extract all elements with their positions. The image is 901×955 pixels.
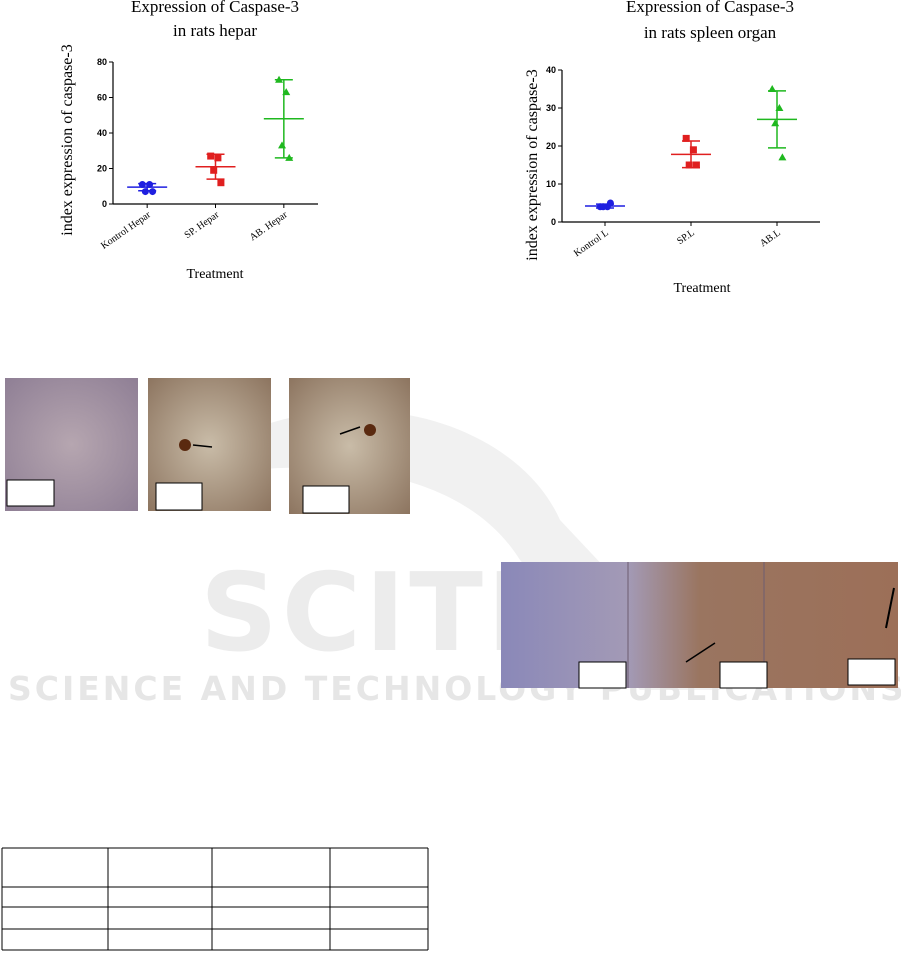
label-box	[6, 479, 55, 507]
arrow	[685, 642, 716, 663]
y-tick-label: 20	[546, 141, 556, 151]
point	[214, 154, 222, 162]
point	[771, 119, 780, 127]
chart-title: Expression of Caspase-3	[626, 0, 794, 16]
y-tick-label: 20	[97, 164, 107, 174]
y-tick-label: 0	[102, 199, 107, 209]
spleen-micrographs	[501, 562, 898, 689]
point	[138, 180, 146, 188]
y-tick-label: 80	[97, 57, 107, 67]
point	[285, 153, 294, 161]
x-tick-label: SP. Hepar	[183, 209, 222, 241]
y-axis-label: index expression of caspase-3	[524, 69, 541, 261]
point	[599, 203, 607, 211]
label-box	[578, 661, 627, 689]
hepar-micrographs	[5, 378, 410, 514]
y-tick-label: 60	[97, 93, 107, 103]
x-tick-label: Kontrol L	[572, 227, 611, 259]
point	[275, 75, 284, 83]
chart-title: Expression of Caspase-3	[131, 0, 299, 16]
point	[210, 166, 218, 174]
arrow	[885, 587, 895, 629]
x-axis-label: Treatment	[186, 267, 243, 282]
y-tick-label: 40	[97, 128, 107, 138]
label-box	[719, 661, 768, 689]
point	[149, 188, 157, 196]
chart: Expression of Caspase-3 in rats spleen or…	[524, 0, 820, 296]
stain	[179, 439, 191, 451]
point	[606, 199, 614, 207]
point	[685, 161, 693, 169]
stain	[364, 424, 376, 436]
point	[217, 179, 225, 187]
y-tick-label: 0	[551, 217, 556, 227]
point	[768, 85, 777, 92]
y-tick-label: 30	[546, 103, 556, 113]
x-tick-label: AB. Hepar	[248, 209, 290, 243]
point	[278, 141, 287, 149]
point	[207, 152, 215, 160]
arrow	[339, 426, 361, 435]
micrograph	[501, 562, 898, 688]
table	[1, 847, 429, 951]
point	[775, 104, 784, 111]
x-axis-label: Treatment	[673, 281, 730, 296]
x-tick-label: SP.L	[675, 227, 697, 247]
point	[692, 161, 700, 169]
point	[141, 188, 149, 196]
arrow	[192, 444, 213, 448]
x-tick-label: Kontrol Hepar	[99, 209, 153, 252]
chart: Expression of Caspase-3 in rats hepar inde…	[59, 0, 318, 282]
y-axis-label: index expression of caspase-3	[59, 44, 76, 236]
chart-title: in rats spleen organ	[644, 23, 777, 42]
chart-title: in rats hepar	[173, 21, 257, 40]
y-tick-label: 10	[546, 179, 556, 189]
x-tick-label: AB.L	[758, 227, 783, 249]
point	[282, 88, 291, 96]
point	[146, 180, 154, 188]
label-box	[155, 482, 203, 511]
point	[778, 153, 787, 161]
label-box	[847, 658, 896, 686]
label-box	[302, 485, 350, 514]
y-tick-label: 40	[546, 65, 556, 75]
point	[689, 146, 697, 154]
point	[682, 134, 690, 142]
